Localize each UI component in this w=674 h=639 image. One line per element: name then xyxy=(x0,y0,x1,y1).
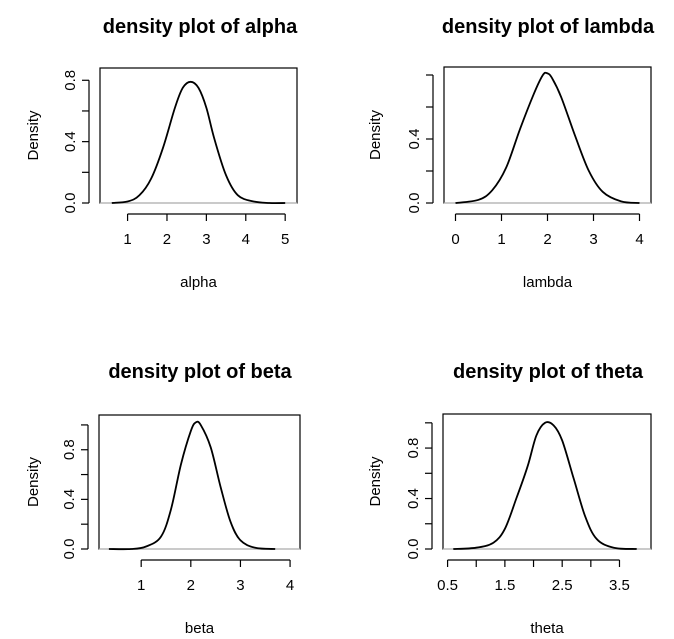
density-curve-beta xyxy=(108,420,276,551)
density-curve-lambda xyxy=(455,71,640,204)
y-tick-label-0: 0.0 xyxy=(62,193,79,214)
x-axis-label: alpha xyxy=(180,274,217,291)
y-tick-label-0-8: 0.8 xyxy=(61,439,78,460)
y-tick-label-0-8: 0.8 xyxy=(405,438,422,459)
y-tick-label-0: 0.0 xyxy=(406,193,423,214)
panel-beta: density plot of beta 1 2 3 4 beta 0.0 0.4 0.8 Den… xyxy=(25,361,301,637)
plot-title: density plot of lambda xyxy=(442,16,655,38)
x-tick-label-2: 2 xyxy=(187,577,195,594)
x-tick-label-1: 1 xyxy=(137,577,145,594)
y-axis-label: Density xyxy=(25,456,42,507)
plot-title: density plot of alpha xyxy=(103,16,298,38)
density-curve-theta xyxy=(453,421,637,550)
x-tick-label-0: 0 xyxy=(451,231,459,248)
x-tick-label-4: 4 xyxy=(286,577,294,594)
y-tick-label-0-8: 0.8 xyxy=(62,70,79,91)
y-tick-label-0-4: 0.4 xyxy=(62,131,79,152)
plot-frame xyxy=(98,414,301,550)
x-tick-label-3: 3 xyxy=(202,231,210,248)
x-axis-label: beta xyxy=(185,620,215,637)
y-axis-label: Density xyxy=(367,456,384,507)
plot-title: density plot of beta xyxy=(108,361,292,383)
x-axis-label: theta xyxy=(530,620,564,637)
x-tick-label-4: 4 xyxy=(242,231,250,248)
plot-frame xyxy=(443,66,652,204)
x-tick-label-2-5: 2.5 xyxy=(552,577,573,594)
x-tick-label-2: 2 xyxy=(163,231,171,248)
plot-frame xyxy=(442,413,652,550)
x-tick-label-1-5: 1.5 xyxy=(494,577,515,594)
y-tick-label-0-4: 0.4 xyxy=(406,129,423,150)
x-tick-label-5: 5 xyxy=(281,231,289,248)
x-tick-label-4: 4 xyxy=(635,231,643,248)
panel-lambda: density plot of lambda 0 1 2 3 4 lambda 0.0 0.4 D… xyxy=(367,16,655,291)
x-tick-label-3: 3 xyxy=(236,577,244,594)
panel-alpha: density plot of alpha 1 2 3 4 5 alpha 0.0 0.4 0.8… xyxy=(25,16,298,291)
y-tick-label-0: 0.0 xyxy=(61,539,78,560)
density-curve-alpha xyxy=(111,80,286,205)
x-axis-label: lambda xyxy=(523,274,573,291)
x-tick-label-3: 3 xyxy=(589,231,597,248)
x-tick-label-1: 1 xyxy=(497,231,505,248)
y-tick-label-0-4: 0.4 xyxy=(61,489,78,510)
y-tick-label-0-4: 0.4 xyxy=(405,488,422,509)
x-tick-label-0-5: 0.5 xyxy=(437,577,458,594)
x-tick-label-1: 1 xyxy=(123,231,131,248)
plot-title: density plot of theta xyxy=(453,361,644,383)
y-axis-label: Density xyxy=(25,110,42,161)
panel-theta: density plot of theta 0.5 1.5 2.5 3.5 theta 0.… xyxy=(367,361,652,637)
x-tick-label-3-5: 3.5 xyxy=(609,577,630,594)
y-axis-label: Density xyxy=(367,109,384,160)
x-tick-label-2: 2 xyxy=(543,231,551,248)
y-tick-label-0: 0.0 xyxy=(405,539,422,560)
